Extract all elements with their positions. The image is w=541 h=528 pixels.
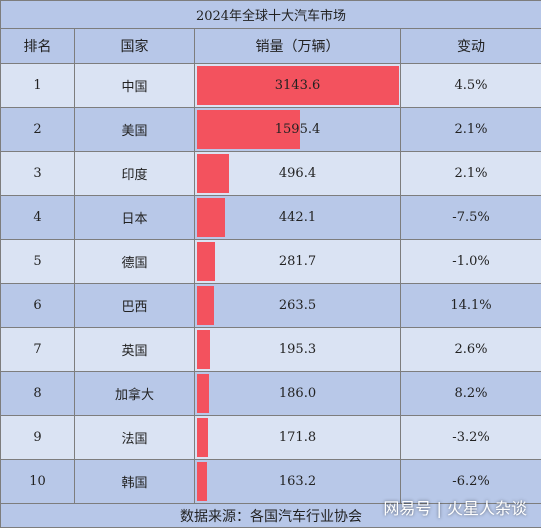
- rank-cell: 4: [1, 196, 75, 240]
- country-cell: 德国: [75, 240, 195, 284]
- change-cell: -1.0%: [401, 240, 541, 284]
- country-cell: 美国: [75, 108, 195, 152]
- rank-cell: 6: [1, 284, 75, 328]
- column-header-rank: 排名: [1, 29, 75, 64]
- rank-cell: 9: [1, 416, 75, 460]
- sales-value-label: 1595.4: [195, 108, 400, 151]
- sales-cell: 195.3: [195, 328, 401, 372]
- sales-value-label: 496.4: [195, 152, 400, 195]
- country-cell: 法国: [75, 416, 195, 460]
- country-cell: 加拿大: [75, 372, 195, 416]
- change-cell: 14.1%: [401, 284, 541, 328]
- column-header-change: 变动: [401, 29, 541, 64]
- country-cell: 日本: [75, 196, 195, 240]
- change-cell: -3.2%: [401, 416, 541, 460]
- header-row: 排名 国家 销量（万辆） 变动: [1, 29, 541, 64]
- change-cell: 4.5%: [401, 64, 541, 108]
- sales-value-label: 263.5: [195, 284, 400, 327]
- sales-cell: 496.4: [195, 152, 401, 196]
- country-cell: 巴西: [75, 284, 195, 328]
- chart-title: 2024年全球十大汽车市场: [1, 1, 541, 29]
- rank-cell: 7: [1, 328, 75, 372]
- sales-cell: 281.7: [195, 240, 401, 284]
- sales-cell: 442.1: [195, 196, 401, 240]
- sales-cell: 171.8: [195, 416, 401, 460]
- rank-cell: 5: [1, 240, 75, 284]
- rank-cell: 3: [1, 152, 75, 196]
- rank-cell: 10: [1, 460, 75, 504]
- sales-value-label: 171.8: [195, 416, 400, 459]
- sales-cell: 186.0: [195, 372, 401, 416]
- column-header-sales: 销量（万辆）: [195, 29, 401, 64]
- sales-cell: 163.2: [195, 460, 401, 504]
- country-cell: 印度: [75, 152, 195, 196]
- sales-value-label: 163.2: [195, 460, 400, 503]
- sales-value-label: 3143.6: [195, 64, 400, 107]
- column-header-country: 国家: [75, 29, 195, 64]
- change-cell: -7.5%: [401, 196, 541, 240]
- rank-cell: 2: [1, 108, 75, 152]
- country-cell: 韩国: [75, 460, 195, 504]
- sales-value-label: 442.1: [195, 196, 400, 239]
- sales-value-label: 281.7: [195, 240, 400, 283]
- change-cell: 2.1%: [401, 152, 541, 196]
- sales-cell: 1595.4: [195, 108, 401, 152]
- change-cell: 2.6%: [401, 328, 541, 372]
- rank-cell: 8: [1, 372, 75, 416]
- watermark: 网易号 | 火星人杂谈: [383, 495, 527, 519]
- rank-cell: 1: [1, 64, 75, 108]
- change-cell: 2.1%: [401, 108, 541, 152]
- sales-value-label: 195.3: [195, 328, 400, 371]
- change-cell: 8.2%: [401, 372, 541, 416]
- sales-cell: 3143.6: [195, 64, 401, 108]
- country-cell: 英国: [75, 328, 195, 372]
- country-cell: 中国: [75, 64, 195, 108]
- sales-cell: 263.5: [195, 284, 401, 328]
- sales-value-label: 186.0: [195, 372, 400, 415]
